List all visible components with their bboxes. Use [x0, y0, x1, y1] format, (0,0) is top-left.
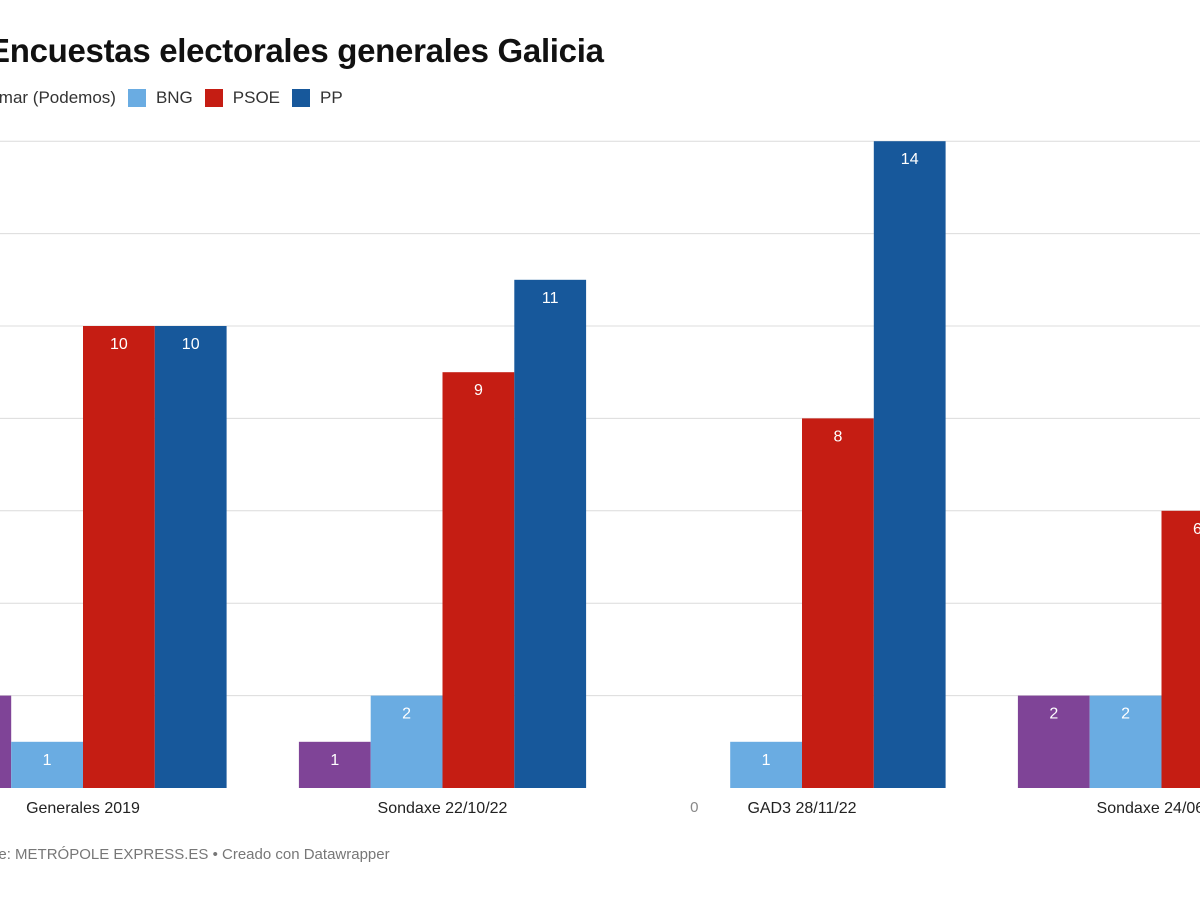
legend-label-pp: PP [320, 88, 343, 107]
legend-item-pp: PP [292, 88, 343, 108]
data-label-pp-2: 14 [901, 151, 919, 168]
bar-sumar-podemos-0 [0, 695, 12, 788]
category-label-0: Generales 2019 [26, 800, 140, 817]
legend-swatch-bng [127, 89, 146, 107]
bar-sumar-podemos-1 [298, 741, 371, 788]
category-label-3: Sondaxe 24/06/23 [1097, 800, 1200, 817]
category-label-2: GAD3 28/11/22 [747, 800, 856, 817]
data-label-pp-1: 11 [542, 290, 559, 307]
legend-label-sumar: Sumar (Podemos) [0, 88, 116, 107]
bar-pp-1 [514, 279, 587, 788]
data-label-bng-3: 2 [1121, 706, 1130, 723]
bars [0, 141, 1200, 788]
data-label-sumar-podemos-1: 1 [330, 752, 339, 769]
data-label-psoe-0: 10 [110, 336, 128, 353]
bar-pp-0 [154, 326, 227, 788]
bar-bng-2 [730, 741, 802, 788]
data-label-bng-1: 2 [402, 706, 411, 723]
bar-psoe-1 [442, 372, 515, 788]
data-label-psoe-1: 9 [474, 382, 483, 399]
footer-credit: Fuente: METRÓPOLE EXPRESS.ES • Creado co… [0, 846, 390, 863]
data-label-pp-0: 10 [182, 336, 200, 353]
data-label-bng-0: 1 [43, 752, 52, 769]
bar-psoe-0 [83, 326, 155, 788]
category-label-1: Sondaxe 22/10/22 [378, 800, 508, 817]
legend: Sumar (Podemos) BNG PSOE PP [0, 86, 355, 110]
data-label-psoe-3: 6 [1193, 521, 1200, 538]
chart-title: Encuestas electorales generales Galicia [0, 32, 604, 69]
bar-bng-3 [1089, 695, 1162, 788]
legend-label-psoe: PSOE [232, 88, 281, 107]
bar-bng-0 [11, 741, 84, 788]
data-label-psoe-2: 8 [833, 428, 842, 445]
bar-sumar-podemos-3 [1017, 695, 1090, 788]
legend-item-psoe: PSOE [204, 88, 281, 108]
legend-label-bng: BNG [155, 88, 193, 107]
legend-swatch-pp [292, 89, 311, 107]
data-label-bng-2: 1 [762, 752, 771, 769]
bar-psoe-3 [1161, 510, 1200, 788]
bar-pp-2 [873, 141, 946, 788]
legend-item-bng: BNG [127, 88, 193, 108]
legend-item-sumar: Sumar (Podemos) [0, 88, 116, 108]
data-label-sumar-podemos-3: 2 [1049, 706, 1058, 723]
legend-swatch-psoe [204, 89, 223, 107]
bar-bng-1 [370, 695, 443, 788]
bar-psoe-2 [802, 418, 874, 788]
zero-label-sumar-podemos-2: 0 [690, 799, 698, 816]
